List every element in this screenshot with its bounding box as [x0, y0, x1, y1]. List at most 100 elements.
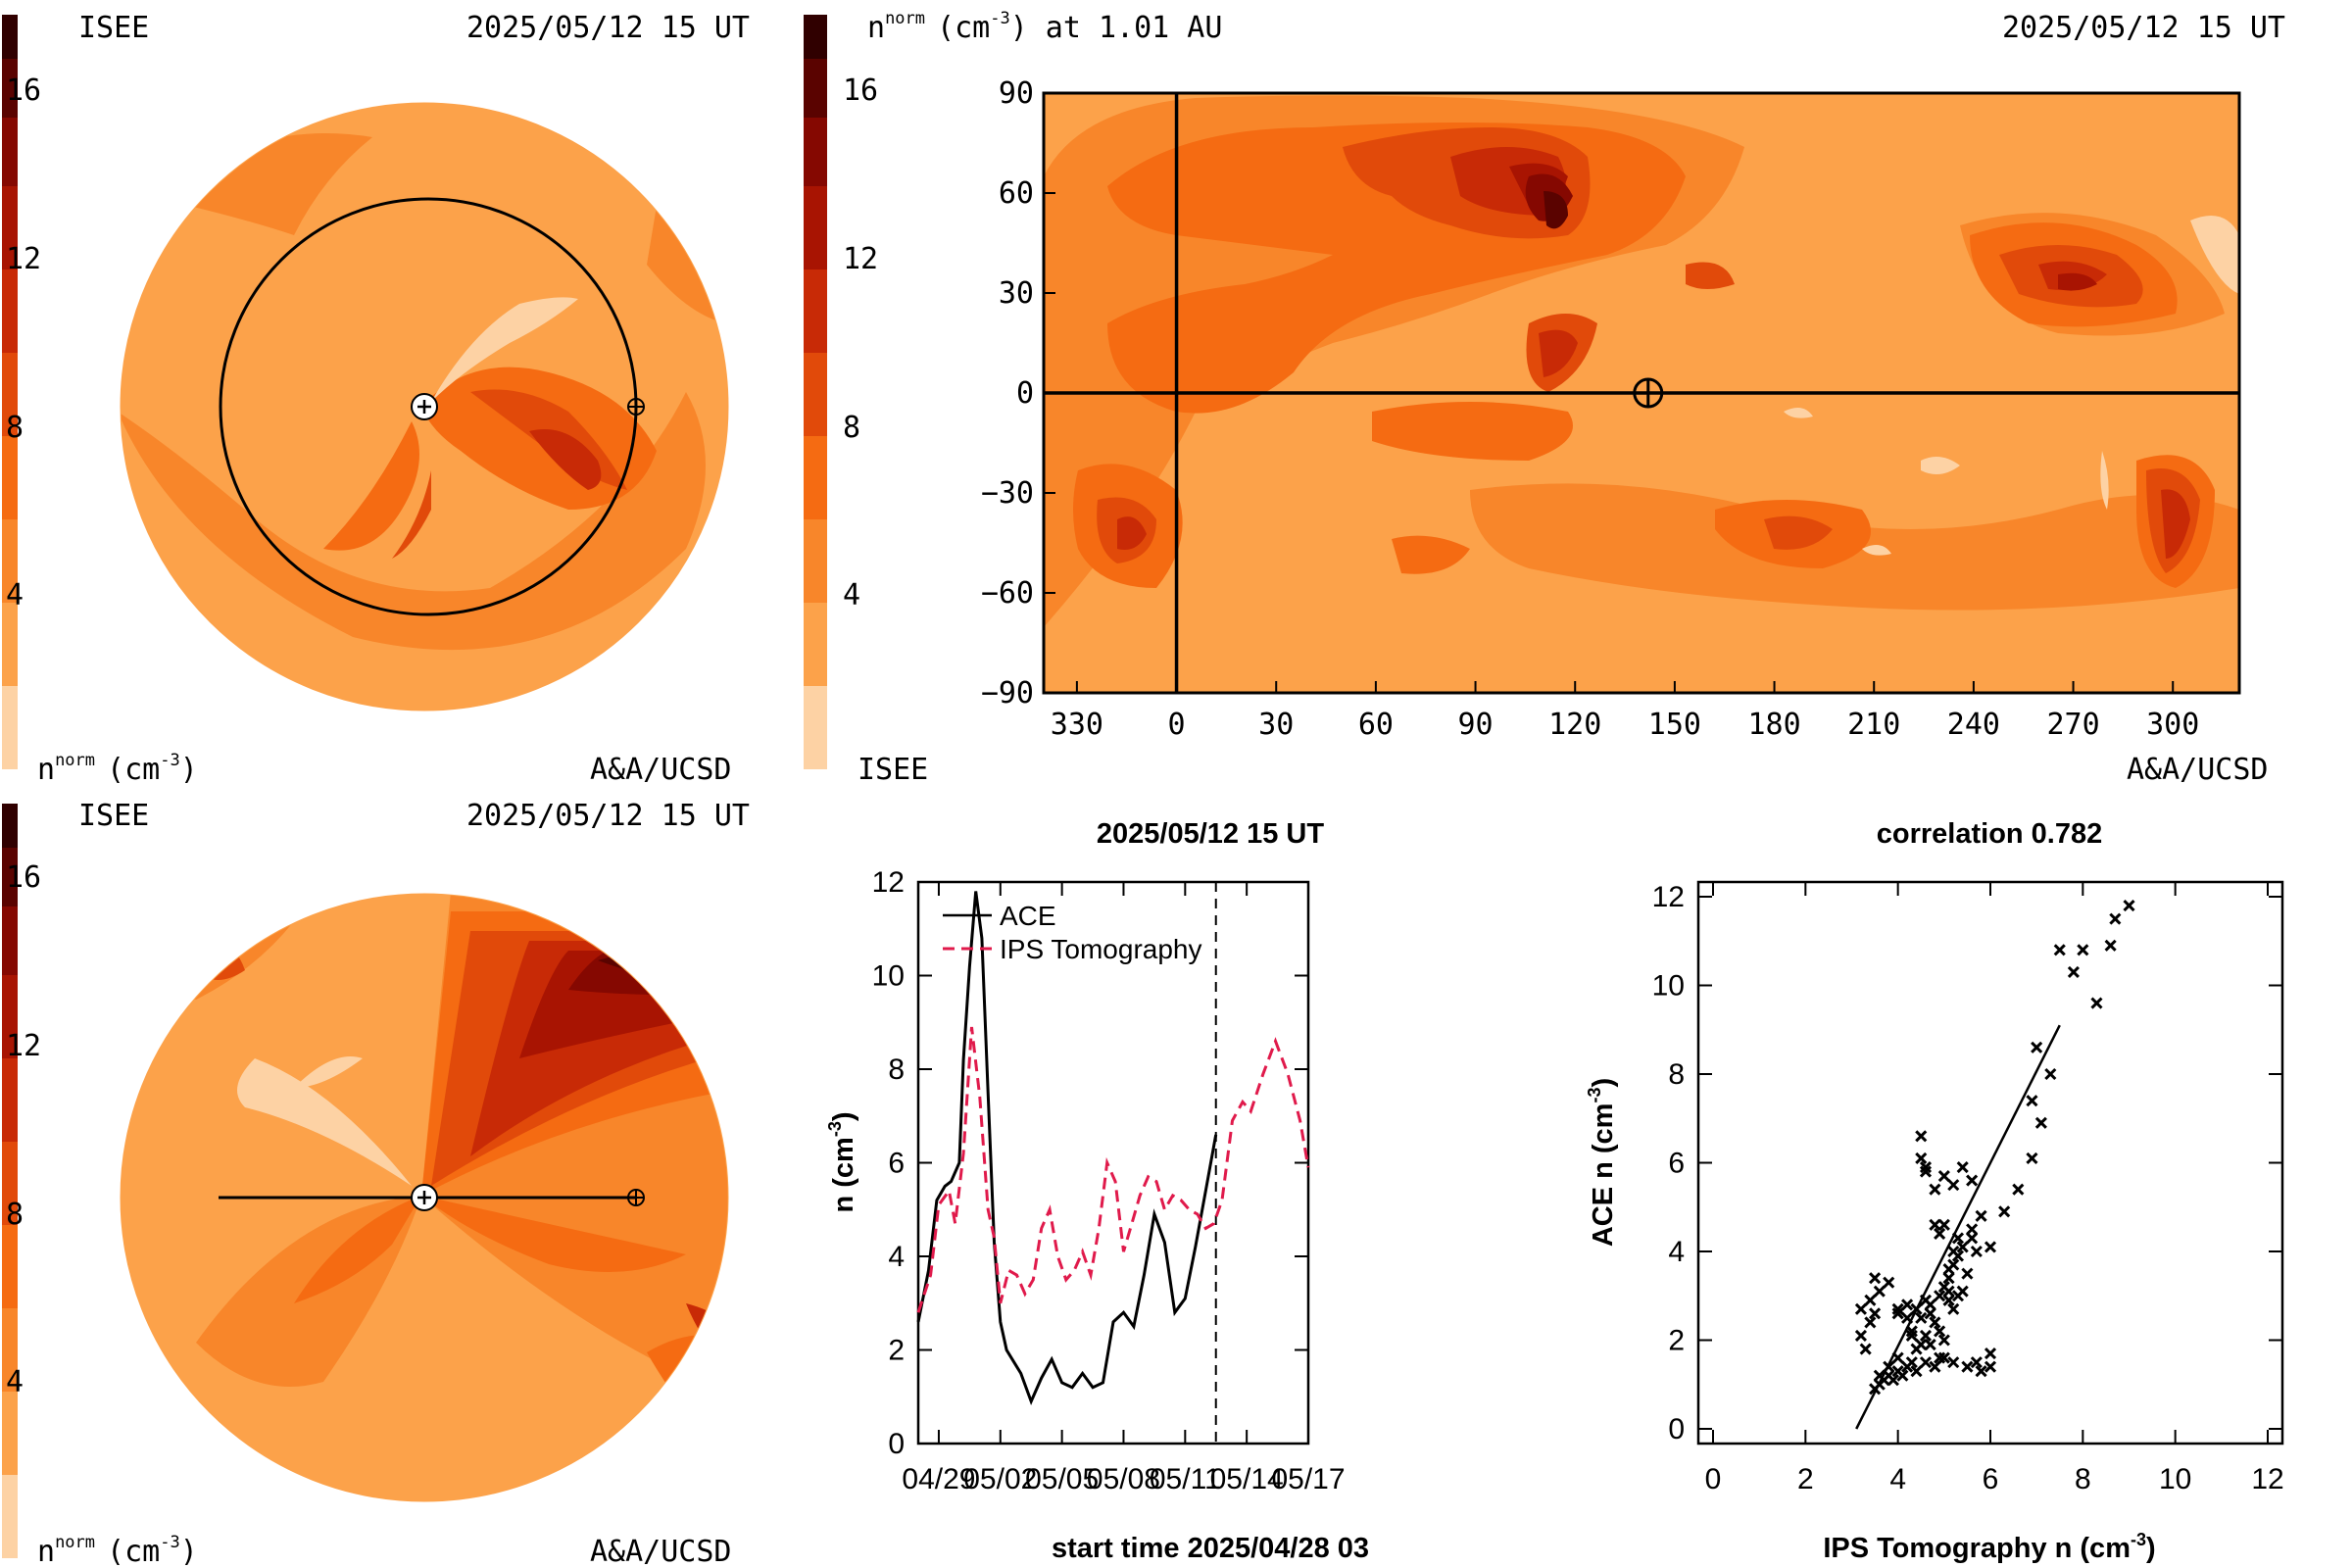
scatter-point [1891, 1351, 1904, 1364]
credit-label: A&A/UCSD [590, 753, 732, 787]
disk-edge [120, 102, 729, 711]
scatter-point [1947, 1356, 1960, 1369]
y-tick-label: 2 [1668, 1325, 1685, 1357]
org-label: ISEE [858, 753, 928, 787]
scatter-point [1891, 1302, 1904, 1315]
x-axis-label: start time 2025/04/28 03 [1052, 1533, 1369, 1564]
scatter-point [1929, 1218, 1941, 1231]
x-tick-label: 4 [1889, 1463, 1906, 1495]
legend-ips-label: IPS Tomography [1000, 934, 1202, 964]
scatter-point [1929, 1316, 1941, 1329]
scatter-point [2031, 1041, 2043, 1054]
colorbar-band [2, 436, 18, 519]
scatter-point [1961, 1360, 1974, 1373]
regression-line [1855, 1024, 2061, 1430]
colorbar-tick: 12 [843, 242, 878, 276]
scatter-point [1934, 1290, 1946, 1302]
colorbar-band [2, 1058, 18, 1142]
scatter-point [1975, 1209, 1987, 1222]
scatter-point [1864, 1294, 1877, 1306]
correlation-scatter-panel: correlation 0.782 0 2 4 6 8 10 12 0 2 4 6 8 10 12 ACE… [1585, 818, 2284, 1564]
scatter-point [1937, 1334, 1950, 1347]
scatter-point [1905, 1356, 1918, 1369]
colorbar-band [2, 906, 18, 975]
colorbar-band [2, 118, 18, 186]
scatter-point [1947, 1245, 1960, 1258]
y-tick-label: 12 [1652, 881, 1685, 913]
colorbar-band [804, 59, 827, 118]
colorbar-band [2, 519, 18, 603]
colorbar-band [804, 686, 827, 769]
y-tick-label: 12 [872, 866, 905, 899]
x-tick-label: 05/17 [1271, 1463, 1345, 1495]
colorbar-tick: 12 [6, 1029, 41, 1063]
colorbar-band [2, 353, 18, 436]
colorbar-tick: 4 [6, 1365, 24, 1399]
scatter-point [1970, 1245, 1983, 1258]
scatter-point [1919, 1160, 1933, 1174]
scatter-point [1901, 1298, 1914, 1311]
scatter-point [1937, 1218, 1950, 1231]
x-tick-label: 6 [1983, 1463, 1999, 1495]
colorbar-band [2, 603, 18, 686]
series-line-ace [916, 891, 1218, 1406]
colorbar-tick: 8 [6, 1198, 24, 1232]
colorbar-tick: 8 [843, 411, 860, 445]
scatter-point [1966, 1174, 1979, 1187]
colorbar-band [2, 59, 18, 118]
colorbar-band [804, 603, 827, 686]
scatter-point [1942, 1272, 1955, 1285]
sun-plus-icon [411, 393, 438, 420]
density-timeseries-panel: 2025/05/12 15 UT 02468101204/2905/0205/0… [825, 818, 1369, 1564]
x-tick-label: 210 [1847, 708, 1900, 742]
x-tick-label: 90 [1457, 708, 1493, 742]
scatter-point [1886, 1374, 1900, 1387]
meridional-density-panel: 16 12 8 4 ISEE 2025/05/12 15 UT nnorm (cm… [2, 799, 750, 1568]
colorbar-band [2, 686, 18, 769]
y-tick-label: 8 [888, 1054, 905, 1086]
scatter-point [1919, 1294, 1933, 1306]
scatter-point [1919, 1329, 1933, 1343]
y-tick-label: 10 [872, 960, 905, 993]
scatter-point [2026, 1095, 2038, 1107]
x-axis-label: IPS Tomography n (cm-3) [1823, 1530, 2155, 1564]
y-axis-label: ACE n (cm-3) [1585, 1078, 1619, 1247]
scatter-point [1924, 1338, 1936, 1351]
scatter-point [1942, 1263, 1955, 1276]
date-label: 2025/05/12 15 UT [466, 11, 750, 45]
x-tick-label: 60 [1358, 708, 1394, 742]
x-tick-label: 120 [1548, 708, 1601, 742]
scatter-point [1905, 1329, 1918, 1343]
scatter-point [2034, 1116, 2047, 1129]
unit-label: nnorm (cm-3) [37, 1533, 198, 1568]
y-tick-label: 0 [888, 1428, 905, 1460]
y-tick-label: 0 [1668, 1413, 1685, 1446]
scatter-point [1951, 1232, 1965, 1245]
earth-circled-plus-icon [1633, 377, 1664, 409]
legend: ACE IPS Tomography [943, 901, 1202, 964]
scatter-point [2123, 899, 2135, 912]
x-tick-label: 8 [2075, 1463, 2091, 1495]
scatter-point [1966, 1232, 1979, 1245]
earth-circled-plus-icon [627, 1189, 645, 1206]
colorbar-band [804, 270, 827, 353]
series-line-ips [916, 1026, 1310, 1313]
colorbar-title: nnorm (cm-3) at 1.01 AU [867, 9, 1222, 45]
scatter-point [1864, 1316, 1877, 1329]
x-tick-label: 0 [1705, 1463, 1722, 1495]
density-disk [121, 103, 728, 710]
scatter-point [1883, 1276, 1895, 1289]
y-tick-label: 4 [1668, 1236, 1685, 1268]
x-tick-label: 240 [1947, 708, 2000, 742]
scatter-point [1915, 1338, 1928, 1351]
y-tick-label: 4 [888, 1241, 905, 1273]
scatter-point [1919, 1165, 1933, 1178]
scatter-point [1896, 1369, 1909, 1382]
colorbar [2, 804, 18, 1558]
scatter-point [1854, 1302, 1867, 1315]
date-label: 2025/05/12 15 UT [466, 799, 750, 833]
scatter-point [1942, 1285, 1955, 1298]
y-tick-label: −30 [981, 476, 1034, 511]
plot-frame [916, 880, 1310, 1446]
scatter-point [1854, 1329, 1867, 1343]
